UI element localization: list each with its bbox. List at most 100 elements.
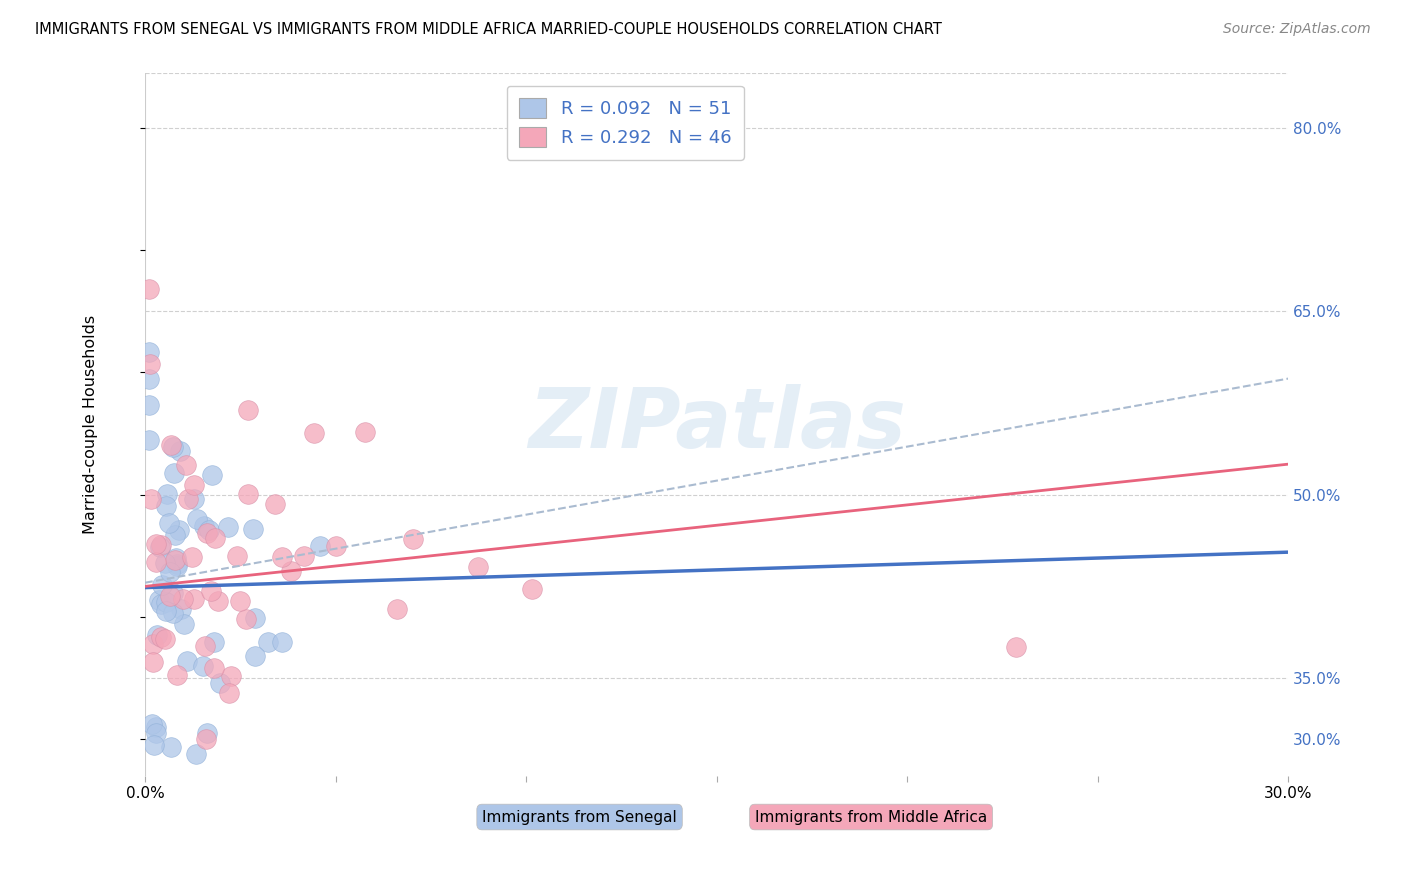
- Point: [219, 668, 242, 682]
- Point: [308, 539, 330, 553]
- Point: [238, 487, 260, 501]
- Text: ZIPatlas: ZIPatlas: [527, 384, 905, 465]
- Point: [159, 565, 181, 579]
- Point: [142, 637, 165, 651]
- Point: [155, 632, 177, 647]
- Point: [243, 648, 266, 663]
- Point: [204, 531, 226, 545]
- Point: [169, 443, 191, 458]
- Point: [143, 739, 166, 753]
- Point: [264, 497, 287, 511]
- Point: [155, 595, 177, 609]
- Point: [202, 661, 225, 675]
- Point: [184, 747, 207, 762]
- Point: [194, 732, 217, 747]
- Point: [138, 344, 160, 359]
- Point: [186, 512, 208, 526]
- Point: [218, 686, 240, 700]
- Point: [165, 551, 187, 566]
- Point: [197, 523, 219, 537]
- Point: [159, 516, 181, 530]
- Point: [149, 597, 172, 611]
- Point: [156, 487, 179, 501]
- Point: [292, 549, 315, 563]
- Point: [181, 549, 204, 564]
- Point: [202, 634, 225, 648]
- Point: [226, 549, 249, 563]
- Point: [148, 593, 170, 607]
- Point: [138, 399, 160, 413]
- Point: [160, 739, 183, 754]
- Point: [271, 549, 294, 564]
- Point: [166, 667, 188, 681]
- Point: [170, 602, 193, 616]
- Point: [162, 606, 184, 620]
- Point: [155, 604, 177, 618]
- Point: [167, 523, 190, 537]
- Point: [149, 538, 172, 552]
- Point: [138, 371, 160, 385]
- Point: [200, 584, 222, 599]
- Point: [201, 468, 224, 483]
- Point: [242, 522, 264, 536]
- Point: [177, 492, 200, 507]
- Point: [138, 433, 160, 447]
- Point: [217, 520, 239, 534]
- Point: [166, 557, 188, 571]
- Point: [141, 491, 163, 506]
- Point: [155, 500, 177, 514]
- Point: [163, 527, 186, 541]
- Point: [162, 440, 184, 454]
- Point: [160, 438, 183, 452]
- Point: [153, 556, 176, 570]
- Point: [280, 564, 302, 578]
- Point: [142, 655, 165, 669]
- Point: [183, 491, 205, 506]
- Text: Married-couple Households: Married-couple Households: [83, 315, 98, 534]
- Point: [149, 540, 172, 554]
- Point: [174, 458, 197, 472]
- Point: [172, 591, 194, 606]
- Text: IMMIGRANTS FROM SENEGAL VS IMMIGRANTS FROM MIDDLE AFRICA MARRIED-COUPLE HOUSEHOL: IMMIGRANTS FROM SENEGAL VS IMMIGRANTS FR…: [35, 22, 942, 37]
- Point: [195, 726, 218, 740]
- Point: [163, 553, 186, 567]
- Point: [146, 628, 169, 642]
- Point: [149, 630, 172, 644]
- Point: [385, 602, 408, 616]
- Point: [145, 720, 167, 734]
- Point: [193, 658, 215, 673]
- Point: [145, 726, 167, 740]
- Point: [176, 654, 198, 668]
- Point: [256, 634, 278, 648]
- Point: [145, 555, 167, 569]
- Point: [183, 478, 205, 492]
- Point: [193, 519, 215, 533]
- Point: [183, 591, 205, 606]
- Point: [173, 617, 195, 632]
- Point: [208, 675, 231, 690]
- Point: [138, 282, 160, 296]
- Point: [159, 589, 181, 603]
- Point: [139, 357, 162, 371]
- Point: [163, 466, 186, 480]
- Point: [141, 716, 163, 731]
- Point: [271, 635, 294, 649]
- Point: [1005, 640, 1028, 655]
- Point: [235, 612, 257, 626]
- Legend: R = 0.092   N = 51, R = 0.292   N = 46: R = 0.092 N = 51, R = 0.292 N = 46: [506, 86, 744, 160]
- Text: Immigrants from Senegal: Immigrants from Senegal: [482, 810, 676, 824]
- Point: [195, 526, 218, 541]
- Point: [194, 639, 217, 653]
- Point: [325, 540, 347, 554]
- Point: [302, 425, 325, 440]
- Point: [236, 402, 259, 417]
- Point: [162, 586, 184, 600]
- Point: [207, 594, 229, 608]
- Point: [353, 425, 375, 440]
- Point: [145, 537, 167, 551]
- Point: [520, 582, 543, 596]
- Point: [402, 532, 425, 546]
- Text: Source: ZipAtlas.com: Source: ZipAtlas.com: [1223, 22, 1371, 37]
- Point: [243, 611, 266, 625]
- Text: Immigrants from Middle Africa: Immigrants from Middle Africa: [755, 810, 987, 824]
